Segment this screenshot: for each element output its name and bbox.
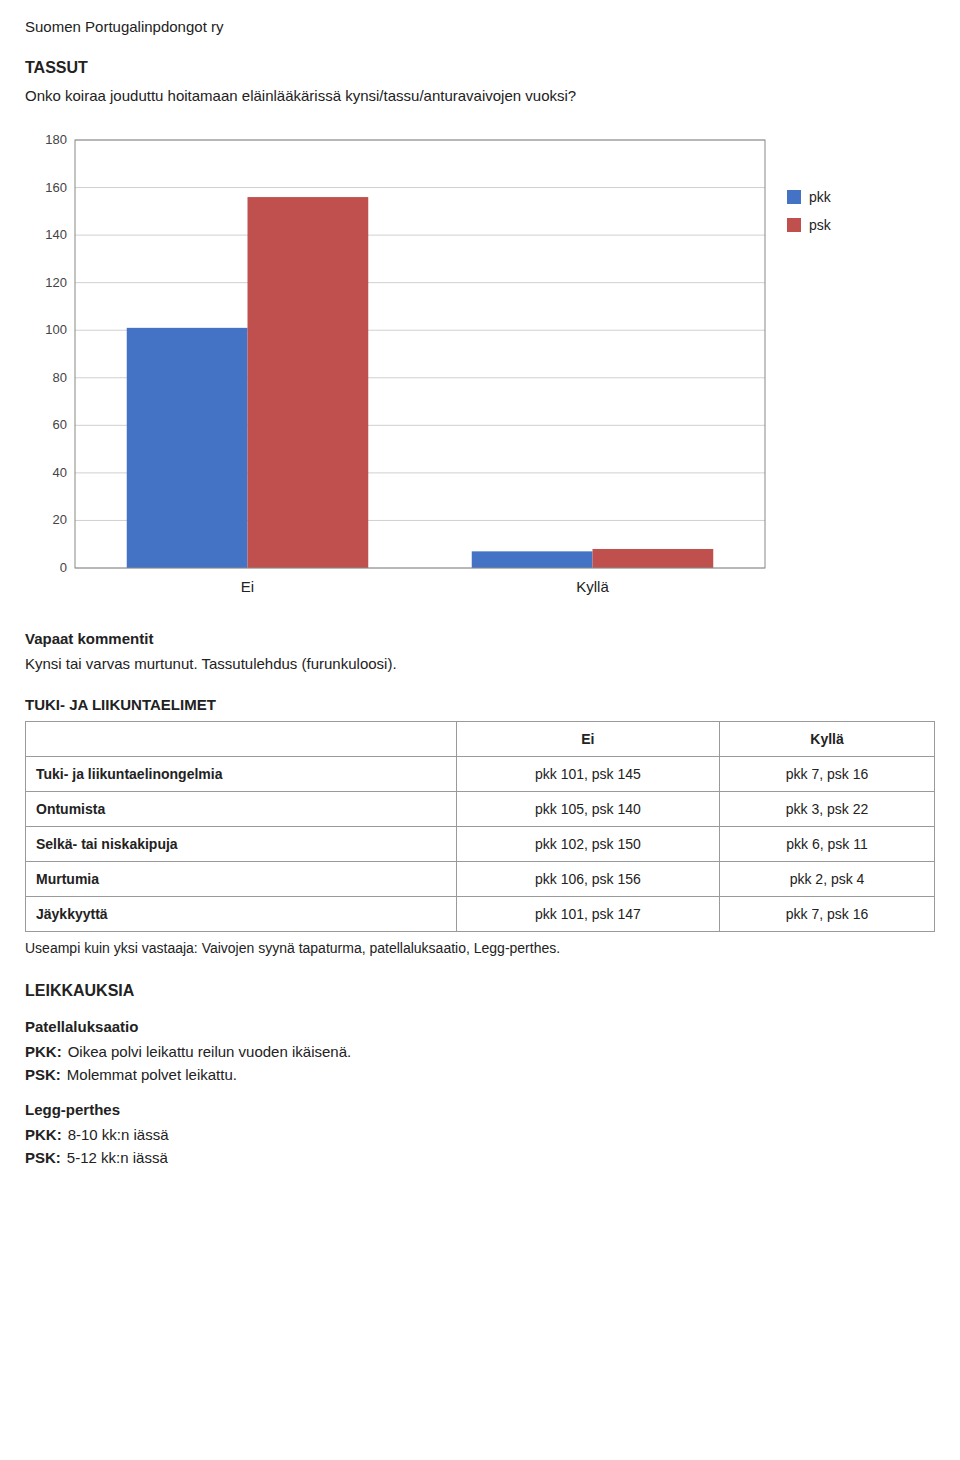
surgery: Legg-perthes PKK: 8-10 kk:n iässä PSK: 5-12 … <box>25 1101 935 1166</box>
table-cell: pkk 105, psk 140 <box>456 792 719 827</box>
x-tick-label: Kyllä <box>576 578 609 595</box>
table-row: Selkä- tai niskakipujapkk 102, psk 150pk… <box>26 827 935 862</box>
surgery-title: Legg-perthes <box>25 1101 935 1118</box>
bar <box>248 197 369 568</box>
section: TASSUT Onko koiraa jouduttu hoitamaan elä… <box>25 59 935 104</box>
y-tick-label: 160 <box>45 180 67 195</box>
y-tick-label: 60 <box>53 417 67 432</box>
x-tick-label: Ei <box>241 578 254 595</box>
legend-swatch <box>787 218 801 232</box>
legend-label: pkk <box>809 189 832 205</box>
table-corner <box>26 722 457 757</box>
table-row: Tuki- ja liikuntaelinongelmiapkk 101, ps… <box>26 757 935 792</box>
bar <box>127 328 248 568</box>
bar-chart: 0 20 40 60 80 100 120 140 160 180 Ei Kyllä pkk psk <box>25 128 935 608</box>
table-cell: pkk 6, psk 11 <box>720 827 935 862</box>
comments-text: Kynsi tai varvas murtunut. Tassutulehdus… <box>25 655 935 672</box>
table-cell: Selkä- tai niskakipuja <box>26 827 457 862</box>
table-cell: pkk 7, psk 16 <box>720 757 935 792</box>
y-tick-label: 120 <box>45 275 67 290</box>
table-cell: Jäykkyyttä <box>26 897 457 932</box>
section-title: TUKI- JA LIIKUNTAELIMET <box>25 696 935 713</box>
y-tick-label: 80 <box>53 370 67 385</box>
grid-line <box>75 235 765 236</box>
table-cell: pkk 101, psk 145 <box>456 757 719 792</box>
surgery-label: PSK: <box>25 1149 61 1166</box>
y-tick-label: 0 <box>60 560 67 575</box>
legend-swatch <box>787 190 801 204</box>
y-tick-label: 140 <box>45 227 67 242</box>
surgery-text: 5-12 kk:n iässä <box>67 1149 168 1166</box>
legend-label: psk <box>809 217 832 233</box>
surgery-line: PSK: Molemmat polvet leikattu. <box>25 1066 935 1083</box>
legend: pkk psk <box>787 189 832 233</box>
y-tick-label: 100 <box>45 322 67 337</box>
table-row: Ontumistapkk 105, psk 140pkk 3, psk 22 <box>26 792 935 827</box>
comments: Vapaat kommentit Kynsi tai varvas murtunu… <box>25 630 935 672</box>
question: Onko koiraa jouduttu hoitamaan eläinlääk… <box>25 87 935 104</box>
grid-line <box>75 187 765 188</box>
table-cell: pkk 106, psk 156 <box>456 862 719 897</box>
table-cell: pkk 3, psk 22 <box>720 792 935 827</box>
grid-line <box>75 282 765 283</box>
table-cell: pkk 102, psk 150 <box>456 827 719 862</box>
note: Useampi kuin yksi vastaaja: Vaivojen syy… <box>25 940 935 956</box>
y-tick-label: 20 <box>53 512 67 527</box>
table-cell: Ontumista <box>26 792 457 827</box>
surgery-line: PSK: 5-12 kk:n iässä <box>25 1149 935 1166</box>
table-header: Ei <box>456 722 719 757</box>
surgery-label: PKK: <box>25 1043 62 1060</box>
surgery: Patellaluksaatio PKK: Oikea polvi leikattu… <box>25 1018 935 1083</box>
surgery-text: Oikea polvi leikattu reilun vuoden ikäis… <box>68 1043 352 1060</box>
table-cell: pkk 101, psk 147 <box>456 897 719 932</box>
surgeries: LEIKKAUKSIA Patellaluksaatio PKK: Oikea pol… <box>25 982 935 1166</box>
bars <box>127 197 714 568</box>
table-cell: pkk 2, psk 4 <box>720 862 935 897</box>
table-header: Kyllä <box>720 722 935 757</box>
table-cell: pkk 7, psk 16 <box>720 897 935 932</box>
bar <box>472 551 593 568</box>
bar <box>593 549 714 568</box>
header: Suomen Portugalinpdongot ry <box>25 18 935 35</box>
table-cell: Murtumia <box>26 862 457 897</box>
table-row: Jäykkyyttäpkk 101, psk 147pkk 7, psk 16 <box>26 897 935 932</box>
table: EiKylläTuki- ja liikuntaelinongelmiapkk … <box>25 721 935 932</box>
surgery-text: 8-10 kk:n iässä <box>68 1126 169 1143</box>
surgery-line: PKK: Oikea polvi leikattu reilun vuoden i… <box>25 1043 935 1060</box>
surgery-line: PKK: 8-10 kk:n iässä <box>25 1126 935 1143</box>
y-tick-label: 180 <box>45 132 67 147</box>
surgeries-title: LEIKKAUKSIA <box>25 982 935 1000</box>
table-header-row: EiKyllä <box>26 722 935 757</box>
plot-frame <box>75 140 765 568</box>
surgery-label: PSK: <box>25 1066 61 1083</box>
section: TUKI- JA LIIKUNTAELIMETEiKylläTuki- ja l… <box>25 696 935 932</box>
table-row: Murtumiapkk 106, psk 156pkk 2, psk 4 <box>26 862 935 897</box>
grid <box>75 140 765 568</box>
comments-title: Vapaat kommentit <box>25 630 935 647</box>
surgery-label: PKK: <box>25 1126 62 1143</box>
surgery-title: Patellaluksaatio <box>25 1018 935 1035</box>
section-title: TASSUT <box>25 59 935 77</box>
table-cell: Tuki- ja liikuntaelinongelmia <box>26 757 457 792</box>
y-tick-label: 40 <box>53 465 67 480</box>
surgery-text: Molemmat polvet leikattu. <box>67 1066 237 1083</box>
